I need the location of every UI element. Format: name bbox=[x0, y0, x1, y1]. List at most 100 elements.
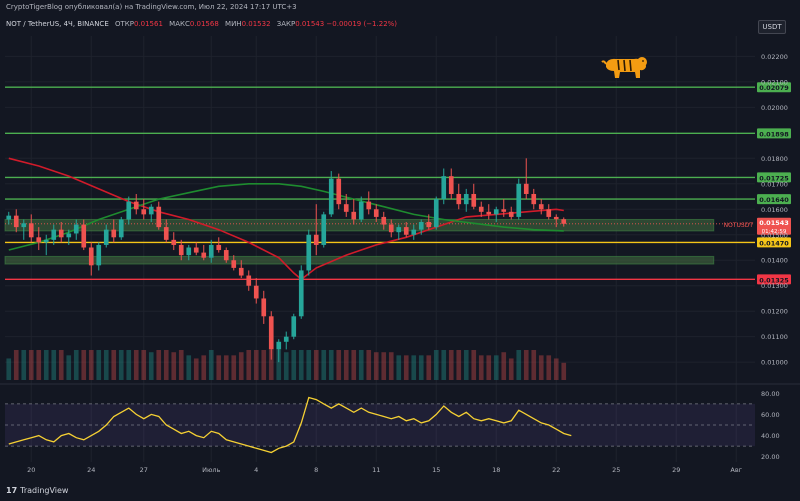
candle-body[interactable] bbox=[486, 211, 492, 215]
candle-body[interactable] bbox=[88, 247, 94, 266]
candle-body[interactable] bbox=[381, 216, 387, 225]
candle-body[interactable] bbox=[126, 201, 132, 220]
candle-body[interactable] bbox=[456, 193, 462, 205]
candle-body[interactable] bbox=[216, 244, 222, 251]
candle-body[interactable] bbox=[253, 285, 259, 299]
symbol-title[interactable]: NOT / TetherUS, 4Ч, BINANCE bbox=[6, 20, 109, 28]
time-tick-label: 27 bbox=[140, 466, 148, 474]
candle-body[interactable] bbox=[396, 227, 402, 233]
candle-body[interactable] bbox=[186, 247, 192, 256]
candle-body[interactable] bbox=[223, 250, 229, 261]
candle-body[interactable] bbox=[418, 222, 424, 230]
candle-body[interactable] bbox=[426, 222, 432, 228]
volume-bar bbox=[448, 350, 454, 380]
candle-body[interactable] bbox=[478, 206, 484, 212]
volume-bar bbox=[208, 350, 214, 380]
tradingview-logo[interactable]: 17 TradingView bbox=[6, 486, 68, 495]
candle-body[interactable] bbox=[388, 224, 394, 233]
candle-body[interactable] bbox=[291, 316, 297, 337]
candle-body[interactable] bbox=[508, 211, 514, 217]
close-value: 0.01543 bbox=[295, 20, 325, 28]
candle-body[interactable] bbox=[351, 211, 357, 220]
candle-body[interactable] bbox=[73, 224, 79, 234]
candle-body[interactable] bbox=[141, 209, 147, 215]
candle-body[interactable] bbox=[523, 183, 529, 194]
candle-body[interactable] bbox=[51, 229, 57, 240]
candle-body[interactable] bbox=[493, 209, 499, 215]
candle-body[interactable] bbox=[321, 214, 327, 245]
candle-body[interactable] bbox=[268, 316, 274, 350]
candle-body[interactable] bbox=[336, 178, 342, 205]
volume-bar bbox=[336, 350, 342, 380]
candle-body[interactable] bbox=[471, 193, 477, 207]
volume-bar bbox=[238, 352, 244, 380]
price-axis[interactable]: 0.02200 0.02100 0.02000 0.01800 0.01700 0.016… bbox=[761, 53, 788, 461]
high-label: МАКС bbox=[169, 20, 190, 28]
candle-body[interactable] bbox=[516, 183, 522, 217]
candle-body[interactable] bbox=[6, 215, 12, 220]
candle-body[interactable] bbox=[546, 209, 552, 217]
candle-body[interactable] bbox=[103, 229, 109, 245]
time-axis[interactable]: 20 24 27 Июль 4 8 11 15 18 22 25 29 Авг bbox=[27, 466, 743, 474]
candle-body[interactable] bbox=[283, 336, 289, 342]
candle-body[interactable] bbox=[358, 201, 364, 220]
candle-body[interactable] bbox=[111, 229, 117, 238]
candle-body[interactable] bbox=[28, 223, 34, 238]
candle-body[interactable] bbox=[313, 234, 319, 245]
time-tick-label: 20 bbox=[27, 466, 35, 474]
candle-body[interactable] bbox=[261, 298, 267, 317]
candle-body[interactable] bbox=[538, 204, 544, 210]
price-tick-label: 0.01200 bbox=[761, 308, 788, 316]
volume-bar bbox=[246, 350, 252, 380]
candle-body[interactable] bbox=[58, 229, 64, 238]
candle-body[interactable] bbox=[373, 209, 379, 217]
candle-body[interactable] bbox=[276, 341, 282, 350]
candle-body[interactable] bbox=[403, 227, 409, 235]
candle-body[interactable] bbox=[148, 206, 154, 215]
candle-body[interactable] bbox=[531, 193, 537, 205]
candle-body[interactable] bbox=[118, 219, 124, 238]
candle-body[interactable] bbox=[13, 215, 19, 228]
candle-body[interactable] bbox=[208, 244, 214, 258]
candle-body[interactable] bbox=[81, 224, 87, 248]
volume-bar bbox=[111, 350, 117, 380]
volume-bar bbox=[418, 355, 424, 380]
candle-body[interactable] bbox=[343, 204, 349, 212]
volume-bar bbox=[118, 350, 124, 380]
candle-body[interactable] bbox=[366, 201, 372, 210]
candle-body[interactable] bbox=[178, 244, 184, 256]
candle-body[interactable] bbox=[433, 199, 439, 228]
candle-body[interactable] bbox=[246, 275, 252, 286]
volume-bar bbox=[163, 350, 169, 380]
candle-body[interactable] bbox=[201, 252, 207, 258]
candle-body[interactable] bbox=[501, 209, 507, 212]
candle-body[interactable] bbox=[306, 234, 312, 271]
candle-body[interactable] bbox=[238, 267, 244, 276]
candle-body[interactable] bbox=[411, 229, 417, 235]
candlesticks[interactable] bbox=[6, 158, 567, 363]
candle-body[interactable] bbox=[561, 219, 567, 224]
candle-body[interactable] bbox=[66, 233, 72, 238]
candle-body[interactable] bbox=[156, 206, 162, 228]
candle-body[interactable] bbox=[553, 216, 559, 220]
candle-body[interactable] bbox=[96, 244, 102, 266]
volume-bar bbox=[276, 350, 282, 380]
candle-body[interactable] bbox=[21, 223, 27, 228]
candle-body[interactable] bbox=[328, 178, 334, 215]
volume-bar bbox=[283, 352, 289, 380]
candle-body[interactable] bbox=[43, 239, 49, 243]
candle-body[interactable] bbox=[133, 201, 139, 210]
candle-body[interactable] bbox=[448, 176, 454, 194]
candle-body[interactable] bbox=[298, 270, 304, 317]
candle-body[interactable] bbox=[193, 247, 199, 253]
candle-body[interactable] bbox=[441, 176, 447, 200]
currency-button[interactable]: USDT bbox=[758, 20, 786, 34]
candle-body[interactable] bbox=[231, 260, 237, 268]
candle-body[interactable] bbox=[36, 237, 42, 243]
candle-body[interactable] bbox=[171, 239, 177, 245]
volume-bar bbox=[366, 350, 372, 380]
candle-body[interactable] bbox=[163, 227, 169, 240]
candle-body[interactable] bbox=[463, 193, 469, 205]
resistance-3-tag bbox=[757, 128, 791, 139]
price-tick-label: 0.01000 bbox=[761, 359, 788, 367]
